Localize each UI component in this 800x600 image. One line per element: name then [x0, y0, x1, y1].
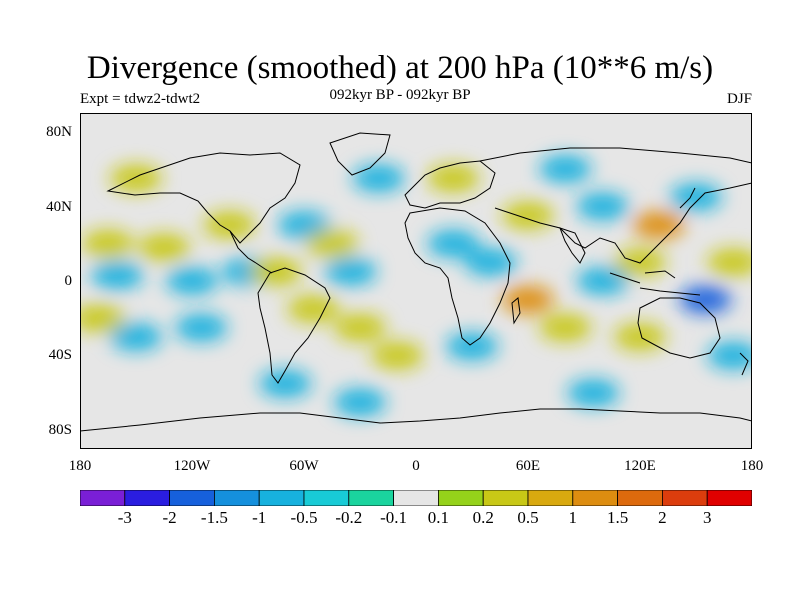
divergence-patch-7 — [278, 211, 330, 239]
colorbar-label: 0.5 — [517, 508, 539, 527]
period-label: 092kyr BP - 092kyr BP — [329, 87, 471, 103]
colorbar-label: -3 — [117, 508, 132, 527]
coastline-europe — [404, 160, 496, 209]
divergence-patch-35 — [334, 388, 386, 417]
divergence-field — [80, 155, 752, 417]
divergence-patch-12 — [175, 313, 228, 342]
colorbar-bin-10 — [527, 490, 574, 506]
divergence-patch-11 — [334, 313, 386, 342]
divergence-patch-0 — [82, 229, 134, 258]
colorbar-label: -0.1 — [380, 508, 408, 527]
coastline-greenland — [329, 132, 391, 176]
colorbar-label: -1 — [252, 508, 267, 527]
coastline-india — [559, 227, 586, 264]
divergence-patch-10 — [287, 295, 340, 323]
divergence-patch-21 — [539, 313, 592, 342]
lat-tick-40n: 40N — [46, 199, 72, 215]
divergence-patch-16 — [371, 341, 424, 370]
divergence-patch-22 — [576, 267, 629, 295]
divergence-patch-3 — [166, 267, 218, 295]
divergence-patch-30 — [352, 164, 405, 193]
lon-tick-180-left: 180 — [68, 458, 92, 474]
colorbar-label: 1 — [568, 508, 578, 527]
divergence-patch-6 — [203, 211, 256, 239]
divergence-patch-2 — [91, 261, 144, 290]
coastline-north-america — [106, 152, 301, 244]
divergence-patch-17 — [427, 229, 480, 258]
colorbar-label: 1.5 — [606, 508, 629, 527]
colorbar-label: 0.2 — [472, 508, 494, 527]
divergence-patch-14 — [80, 304, 125, 333]
colorbar-bin-7 — [393, 490, 439, 506]
colorbar-bin-9 — [482, 490, 529, 506]
lon-tick-120e: 120E — [624, 458, 656, 474]
colorbar-bin-11 — [572, 490, 618, 506]
coastline-central-america — [229, 230, 273, 274]
coastline-south-america — [257, 267, 331, 384]
divergence-patch-29 — [576, 192, 629, 221]
colorbar — [80, 490, 752, 506]
colorbar-bin-0 — [80, 490, 126, 506]
coastline-indonesia — [609, 270, 701, 296]
divergence-patch-31 — [427, 164, 480, 193]
lon-tick-180-right: 180 — [740, 458, 764, 474]
divergence-patch-5 — [250, 257, 302, 286]
divergence-patch-13 — [110, 323, 162, 351]
divergence-patch-18 — [464, 248, 517, 277]
colorbar-label: 0.1 — [427, 508, 450, 527]
lon-tick-0: 0 — [412, 458, 420, 474]
divergence-patch-28 — [502, 201, 554, 230]
colorbar-bin-14 — [706, 490, 752, 506]
experiment-label: Expt = tdwz2-tdwt2 — [80, 91, 201, 107]
colorbar-label: -2 — [162, 508, 177, 527]
divergence-patch-1 — [138, 233, 190, 262]
colorbar-label: 3 — [702, 508, 712, 527]
divergence-patch-8 — [324, 257, 377, 286]
colorbar-bin-8 — [437, 490, 484, 506]
divergence-patch-26 — [707, 248, 752, 277]
colorbar-bin-5 — [303, 490, 350, 506]
map-frame — [80, 113, 752, 449]
divergence-patch-15 — [259, 369, 312, 398]
colorbar-bin-4 — [258, 490, 305, 506]
colorbar-bin-13 — [662, 490, 708, 506]
divergence-patch-34 — [567, 379, 620, 407]
lat-tick-80n: 80N — [46, 124, 72, 140]
divergence-patch-20 — [446, 332, 498, 361]
divergence-patch-24 — [632, 211, 685, 239]
lon-tick-120w: 120W — [173, 458, 211, 474]
divergence-map — [80, 113, 752, 449]
coastline-antarctica — [80, 408, 752, 432]
coastline-asia — [479, 147, 752, 264]
divergence-patch-33 — [707, 341, 752, 370]
colorbar-label: 2 — [658, 508, 667, 527]
chart-title: Divergence (smoothed) at 200 hPa (10**6 … — [86, 50, 714, 86]
divergence-patch-19 — [502, 285, 554, 314]
lon-tick-60e: 60E — [515, 458, 541, 474]
divergence-patch-36 — [110, 164, 162, 193]
colorbar-label: -0.2 — [335, 508, 363, 527]
divergence-patch-27 — [670, 183, 722, 211]
lat-tick-40s: 40S — [48, 347, 72, 363]
colorbar-label: -0.5 — [290, 508, 318, 527]
lat-tick-0: 0 — [64, 273, 73, 289]
lon-tick-60w: 60W — [289, 458, 319, 474]
coastline-madagascar — [511, 297, 521, 325]
colorbar-bin-2 — [169, 490, 215, 506]
divergence-patch-9 — [306, 229, 358, 258]
colorbar-bin-1 — [124, 490, 170, 506]
coastline-japan — [679, 187, 696, 209]
colorbar-bin-6 — [348, 490, 394, 506]
coastline-africa — [404, 207, 511, 346]
colorbar-label: -1.5 — [200, 508, 228, 527]
season-label: DJF — [726, 91, 752, 107]
colorbar-bin-3 — [213, 490, 260, 506]
coastlines — [80, 132, 752, 432]
coastline-new-zealand — [739, 352, 749, 376]
divergence-patch-25 — [679, 285, 732, 314]
lat-tick-80s: 80S — [48, 422, 72, 438]
colorbar-bin-12 — [617, 490, 663, 506]
divergence-patch-37 — [539, 155, 592, 183]
coastline-australia — [637, 297, 721, 359]
